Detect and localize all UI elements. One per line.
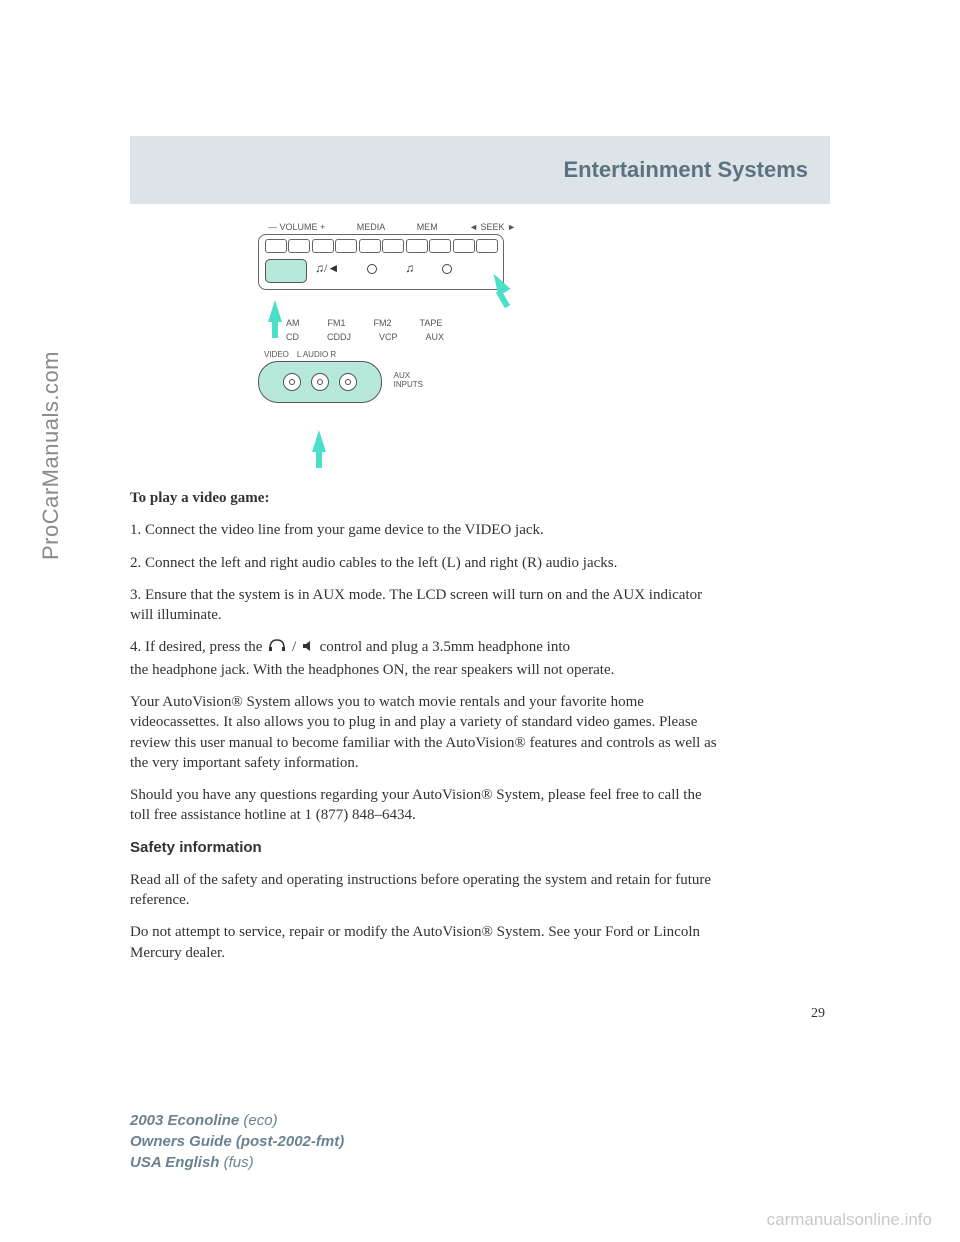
watermark: carmanualsonline.info	[767, 1210, 932, 1230]
footer-guide: Owners Guide (post-2002-fmt)	[130, 1133, 344, 1150]
step-1: 1. Connect the video line from your game…	[130, 520, 720, 540]
aux-inputs-text: AUXINPUTS	[394, 372, 423, 390]
label-mem: MEM	[417, 222, 438, 232]
step-2: 2. Connect the left and right audio cabl…	[130, 553, 720, 573]
footer-lang: USA English	[130, 1154, 219, 1171]
mode-labels: AM FM1 FM2 TAPE CD CDDJ VCP AUX	[258, 318, 526, 342]
aux-panel-labels: VIDEO L AUDIO R	[264, 350, 526, 359]
paragraph-safety-2: Do not attempt to service, repair or mod…	[130, 922, 720, 963]
control-panel-body: ♫/◄ ♫	[258, 234, 504, 290]
speaker-icon	[302, 638, 314, 658]
page-number: 29	[811, 1006, 825, 1022]
paragraph-safety-1: Read all of the safety and operating ins…	[130, 870, 720, 911]
step-4: 4. If desired, press the / control and p…	[130, 637, 720, 658]
mode-label: TAPE	[420, 318, 443, 328]
rca-jack-icon	[311, 373, 329, 391]
mode-label: FM1	[328, 318, 346, 328]
header-bar: Entertainment Systems	[130, 136, 830, 204]
footer: 2003 Econoline (eco) Owners Guide (post-…	[130, 1110, 344, 1173]
arrow-indicator-icon	[312, 430, 326, 452]
button-row	[259, 235, 503, 257]
jack-icon	[367, 264, 377, 274]
body-content: To play a video game: 1. Connect the vid…	[130, 488, 720, 975]
rca-jack-icon	[339, 373, 357, 391]
mode-label: AM	[286, 318, 300, 328]
mode-label: CDDJ	[327, 332, 351, 342]
paragraph-hotline: Should you have any questions regarding …	[130, 785, 720, 826]
control-panel-diagram: — VOLUME + MEDIA MEM ◄ SEEK ► ♫/◄ ♫ AM F…	[258, 222, 526, 452]
footer-model: 2003 Econoline	[130, 1112, 239, 1129]
mode-label: FM2	[374, 318, 392, 328]
step-3: 3. Ensure that the system is in AUX mode…	[130, 585, 720, 626]
headphone-icon	[268, 638, 286, 658]
footer-lang-code: (fus)	[224, 1154, 254, 1171]
footer-code: (eco)	[243, 1112, 277, 1129]
mode-label: AUX	[426, 332, 445, 342]
page-title: Entertainment Systems	[563, 157, 808, 183]
arrow-indicator-icon	[268, 300, 282, 322]
heading-play-video: To play a video game:	[130, 488, 720, 508]
heading-safety: Safety information	[130, 838, 720, 858]
mode-label: CD	[286, 332, 299, 342]
highlighted-button	[265, 259, 307, 283]
mode-label: VCP	[379, 332, 398, 342]
panel-top-labels: — VOLUME + MEDIA MEM ◄ SEEK ►	[258, 222, 526, 232]
headphone-speaker-icon: ♫/◄	[315, 261, 339, 276]
label-seek: ◄ SEEK ►	[469, 222, 516, 232]
headphone-icon: ♫	[405, 261, 414, 276]
arrow-tail	[496, 290, 510, 309]
aux-inputs-panel: AUXINPUTS	[258, 361, 382, 403]
label-volume: — VOLUME +	[268, 222, 325, 232]
video-label: VIDEO	[264, 350, 289, 359]
arrow-tail	[316, 450, 322, 468]
arrow-tail	[272, 320, 278, 338]
jack-icon	[442, 264, 452, 274]
audio-label: L AUDIO R	[297, 350, 336, 359]
sidebar-brand: ProCarManuals.com	[38, 351, 64, 560]
panel-icons-row: ♫/◄ ♫	[315, 261, 452, 276]
rca-jack-icon	[283, 373, 301, 391]
paragraph-autovision: Your AutoVision® System allows you to wa…	[130, 692, 720, 773]
label-media: MEDIA	[357, 222, 386, 232]
step-4-cont: the headphone jack. With the headphones …	[130, 660, 720, 680]
